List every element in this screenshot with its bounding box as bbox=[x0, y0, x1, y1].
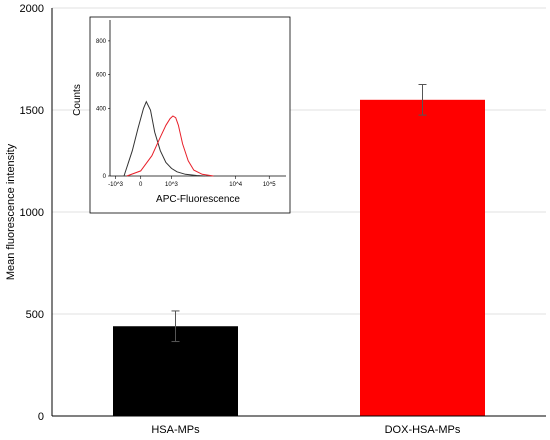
inset-frame bbox=[89, 16, 291, 214]
y-tick-label: 0 bbox=[38, 411, 44, 423]
inset-y-tick-labels: 0 400 600 800 bbox=[96, 39, 110, 180]
inset-y-tick-label: 600 bbox=[96, 73, 107, 79]
inset-y-tick-label: 0 bbox=[103, 174, 107, 180]
error-bars bbox=[171, 84, 427, 343]
inset-series-black bbox=[123, 100, 206, 177]
inset-y-tick-label: 800 bbox=[96, 39, 107, 45]
inset-x-axis-title: APC-Fluorescence bbox=[156, 194, 240, 205]
inset-x-tick-labels: -10^3 0 10^3 10^4 10^5 bbox=[108, 176, 276, 188]
y-axis-title: Mean fluorescence intensity bbox=[5, 143, 17, 280]
inset-x-tick-label: 10^3 bbox=[165, 182, 178, 188]
y-tick-labels: 0 500 1000 1500 2000 bbox=[20, 3, 44, 423]
axes bbox=[51, 8, 546, 417]
inset-series-red bbox=[126, 115, 214, 177]
y-tick-label: 1000 bbox=[20, 207, 44, 219]
y-tick-label: 500 bbox=[26, 309, 44, 321]
inset-x-tick-label: 0 bbox=[139, 182, 143, 188]
inset-y-tick-label: 400 bbox=[96, 106, 107, 112]
inset-series bbox=[109, 20, 286, 177]
inset-y-axis-title: Counts bbox=[72, 84, 83, 116]
y-tick-label: 2000 bbox=[20, 3, 44, 15]
x-tick-labels: HSA-MPs DOX-HSA-MPs bbox=[151, 424, 461, 436]
inset-x-tick-label: -10^3 bbox=[108, 182, 123, 188]
inset-x-tick-label: 10^5 bbox=[263, 182, 276, 188]
x-tick-label: HSA-MPs bbox=[151, 424, 200, 436]
bar-dox-hsa-mps bbox=[360, 99, 485, 417]
x-tick-label: DOX-HSA-MPs bbox=[385, 424, 461, 436]
y-tick-label: 1500 bbox=[20, 105, 44, 117]
inset-x-tick-label: 10^4 bbox=[229, 182, 242, 188]
